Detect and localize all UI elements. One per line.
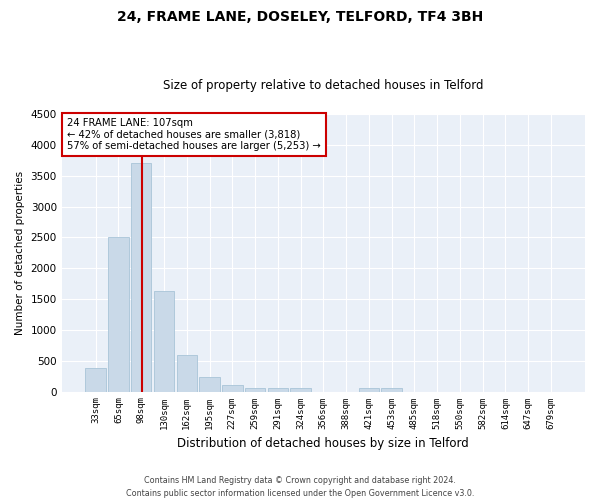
- Bar: [290, 388, 311, 392]
- Y-axis label: Number of detached properties: Number of detached properties: [15, 170, 25, 335]
- X-axis label: Distribution of detached houses by size in Telford: Distribution of detached houses by size …: [178, 437, 469, 450]
- Text: 24 FRAME LANE: 107sqm
← 42% of detached houses are smaller (3,818)
57% of semi-d: 24 FRAME LANE: 107sqm ← 42% of detached …: [67, 118, 320, 152]
- Bar: [268, 388, 288, 392]
- Bar: [382, 388, 402, 392]
- Text: 24, FRAME LANE, DOSELEY, TELFORD, TF4 3BH: 24, FRAME LANE, DOSELEY, TELFORD, TF4 3B…: [117, 10, 483, 24]
- Bar: [154, 291, 174, 392]
- Bar: [245, 388, 265, 392]
- Text: Contains HM Land Registry data © Crown copyright and database right 2024.
Contai: Contains HM Land Registry data © Crown c…: [126, 476, 474, 498]
- Bar: [108, 238, 129, 392]
- Bar: [85, 368, 106, 392]
- Bar: [176, 354, 197, 392]
- Bar: [222, 385, 242, 392]
- Bar: [359, 388, 379, 392]
- Bar: [199, 377, 220, 392]
- Bar: [131, 164, 151, 392]
- Title: Size of property relative to detached houses in Telford: Size of property relative to detached ho…: [163, 79, 484, 92]
